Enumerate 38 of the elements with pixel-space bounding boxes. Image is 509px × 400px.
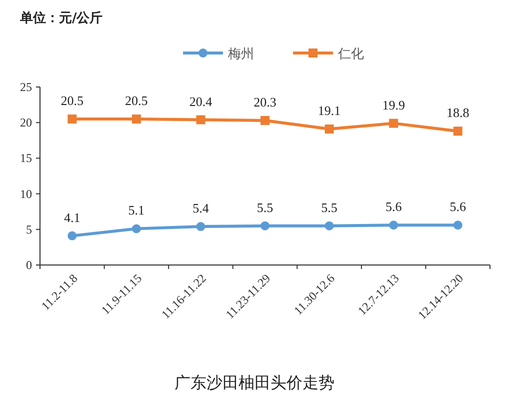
- data-label: 20.5: [60, 93, 84, 108]
- point: [324, 221, 334, 230]
- legend-label: 梅州: [227, 47, 254, 62]
- y-tick-label: 25: [20, 80, 32, 94]
- data-label: 4.1: [64, 210, 80, 225]
- point: [389, 118, 398, 128]
- point: [260, 221, 270, 230]
- data-label: 19.9: [382, 97, 405, 112]
- point: [389, 220, 398, 230]
- data-label: 19.1: [318, 103, 341, 118]
- legend-label: 仁化: [337, 47, 364, 62]
- point: [260, 116, 270, 125]
- data-label: 5.5: [321, 200, 338, 215]
- y-axis-title: 单位：元/公斤: [19, 10, 103, 26]
- y-tick-label: 10: [20, 186, 32, 201]
- point: [132, 114, 141, 124]
- point: [196, 115, 206, 124]
- point: [453, 220, 462, 230]
- data-label: 5.4: [192, 200, 210, 216]
- point: [68, 114, 77, 124]
- text: 广东沙田柚田头价走势: [174, 373, 334, 392]
- point: [132, 224, 141, 234]
- y-tick-label: 0: [26, 258, 32, 272]
- point: [68, 231, 77, 240]
- point: [453, 126, 462, 136]
- point: [196, 222, 206, 232]
- data-label: 20.5: [125, 93, 148, 108]
- data-label: 5.1: [128, 202, 145, 218]
- y-tick-label: 20: [20, 116, 32, 130]
- data-label: 5.6: [385, 199, 402, 214]
- data-label: 5.5: [256, 200, 274, 215]
- data-label: 5.6: [450, 199, 466, 214]
- data-label: 18.8: [446, 105, 470, 120]
- point: [324, 124, 334, 134]
- y-tick-label: 15: [20, 151, 32, 166]
- data-label: 20.3: [254, 94, 276, 110]
- data-label: 20.4: [189, 94, 213, 109]
- y-tick-label: 5: [26, 222, 32, 236]
